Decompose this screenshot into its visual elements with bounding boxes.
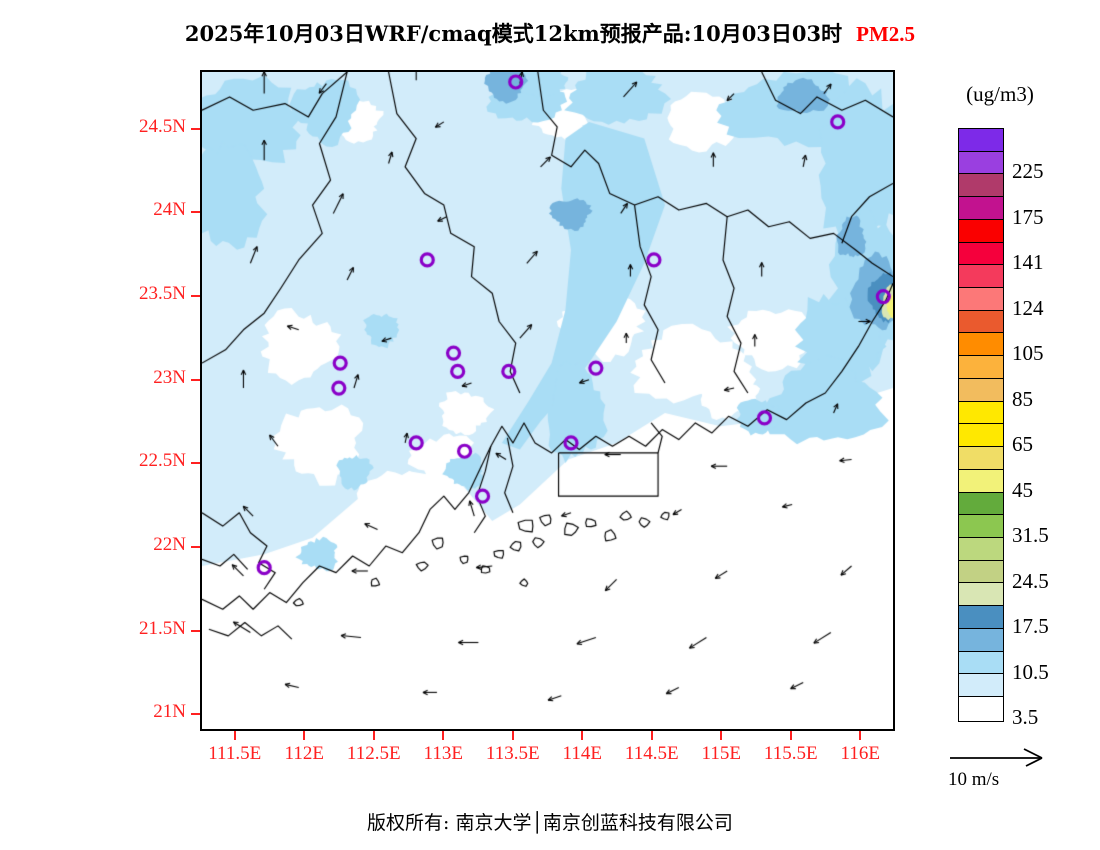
y-tick-label: 22.5N [139, 450, 186, 472]
x-tick-mark [303, 731, 306, 740]
colorbar-band [959, 424, 1003, 448]
colorbar-label: 141 [1012, 250, 1044, 275]
y-tick-label: 22N [153, 533, 186, 555]
x-tick-mark [442, 731, 445, 740]
x-tick-label: 113E [423, 743, 463, 764]
x-tick-label: 116E [840, 743, 880, 764]
title-main-text: 2025年10月03日WRF/cmaq模式12km预报产品:10月03日03时 [184, 21, 843, 46]
map-plot-area[interactable] [200, 70, 895, 731]
colorbar-band [959, 606, 1003, 629]
y-tick-label: 23N [153, 366, 186, 388]
y-tick-label: 24N [153, 199, 186, 221]
colorbar-label: 45 [1012, 477, 1033, 502]
x-tick-mark [789, 731, 792, 740]
colorbar-band [959, 129, 1003, 152]
x-tick-label: 115E [701, 743, 741, 764]
colorbar-band [959, 219, 1003, 243]
colorbar-label: 105 [1012, 341, 1044, 366]
x-tick-label: 112E [284, 743, 324, 764]
colorbar-band [959, 401, 1003, 425]
x-tick-label: 114.5E [624, 743, 679, 764]
wind-scale-label: 10 m/s [948, 769, 1000, 790]
colorbar-band [959, 560, 1003, 584]
colorbar-band [959, 265, 1003, 289]
colorbar-band [959, 197, 1003, 220]
colorbar-label: 24.5 [1012, 568, 1049, 593]
colorbar-band [959, 310, 1003, 334]
x-tick-mark [720, 731, 723, 740]
pm25-contour-map [202, 72, 893, 729]
colorbar-band [959, 515, 1003, 538]
colorbar-band [959, 628, 1003, 652]
x-tick-label: 111.5E [208, 743, 262, 764]
colorbar-band [959, 696, 1003, 720]
title-variable-text: PM2.5 [856, 22, 916, 46]
colorbar-label: 124 [1012, 295, 1044, 320]
colorbar-band [959, 151, 1003, 175]
colorbar-label: 31.5 [1012, 523, 1049, 548]
colorbar-band [959, 356, 1003, 379]
y-tick-mark [191, 211, 200, 214]
wind-scale-key: 10 m/s [946, 745, 1096, 800]
x-tick-mark [581, 731, 584, 740]
y-tick-label: 21N [153, 701, 186, 723]
colorbar-band [959, 174, 1003, 198]
colorbar-band [959, 333, 1003, 357]
colorbar-band [959, 492, 1003, 516]
x-tick-mark [650, 731, 653, 740]
copyright-footer: 版权所有: 南京大学│南京创蓝科技有限公司 [367, 812, 733, 834]
colorbar-label: 10.5 [1012, 659, 1049, 684]
y-tick-mark [191, 713, 200, 716]
y-tick-label: 21.5N [139, 617, 186, 639]
colorbar-band [959, 651, 1003, 675]
y-tick-mark [191, 127, 200, 130]
y-tick-mark [191, 294, 200, 297]
y-tick-mark [191, 629, 200, 632]
x-tick-mark [511, 731, 514, 740]
y-tick-label: 24.5N [139, 115, 186, 137]
colorbar-band [959, 288, 1003, 311]
colorbar-band [959, 469, 1003, 493]
x-tick-label: 115.5E [763, 743, 818, 764]
x-tick-mark [859, 731, 862, 740]
x-tick-label: 114E [562, 743, 602, 764]
colorbar-label: 225 [1012, 159, 1044, 184]
colorbar-band [959, 537, 1003, 561]
colorbar-band [959, 674, 1003, 697]
wind-arrow-icon [950, 748, 1043, 767]
y-tick-label: 23.5N [139, 282, 186, 304]
y-tick-mark [191, 462, 200, 465]
colorbar-band [959, 447, 1003, 470]
y-tick-mark [191, 378, 200, 381]
colorbar[interactable] [958, 128, 1004, 722]
colorbar-band [959, 242, 1003, 266]
x-tick-label: 112.5E [346, 743, 401, 764]
x-tick-label: 113.5E [485, 743, 540, 764]
x-tick-mark [233, 731, 236, 740]
colorbar-band [959, 583, 1003, 607]
colorbar-label: 17.5 [1012, 614, 1049, 639]
colorbar-units-label: (ug/m3) [966, 82, 1034, 106]
y-tick-mark [191, 545, 200, 548]
colorbar-label: 175 [1012, 204, 1044, 229]
page-title: 2025年10月03日WRF/cmaq模式12km预报产品:10月03日03时 P… [0, 18, 1100, 48]
x-tick-mark [372, 731, 375, 740]
colorbar-band [959, 378, 1003, 402]
colorbar-label: 85 [1012, 386, 1033, 411]
colorbar-label: 3.5 [1012, 705, 1039, 729]
colorbar-label: 65 [1012, 432, 1033, 457]
